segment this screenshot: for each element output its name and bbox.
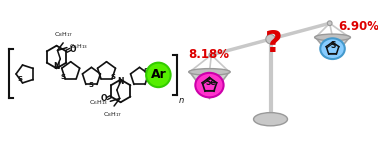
Ellipse shape [195, 73, 224, 97]
Text: $\mathsf{C_8H_{17}}$: $\mathsf{C_8H_{17}}$ [104, 110, 123, 119]
Text: S: S [89, 82, 94, 88]
Text: O: O [101, 94, 107, 103]
Circle shape [266, 34, 275, 44]
Text: n: n [179, 96, 184, 105]
Circle shape [327, 21, 332, 26]
Text: S: S [144, 68, 149, 74]
Text: 8.18%: 8.18% [188, 48, 229, 61]
Text: O: O [70, 45, 76, 54]
Ellipse shape [320, 38, 345, 59]
Text: ?: ? [265, 29, 282, 58]
Text: $\mathsf{C_6H_{13}}$: $\mathsf{C_6H_{13}}$ [69, 42, 88, 51]
Text: $\mathsf{C_8H_{17}}$: $\mathsf{C_8H_{17}}$ [54, 30, 74, 39]
Circle shape [209, 53, 214, 57]
Ellipse shape [314, 34, 350, 41]
Ellipse shape [189, 69, 230, 75]
Ellipse shape [254, 113, 288, 126]
Text: $\mathsf{C_6H_{13}}$: $\mathsf{C_6H_{13}}$ [89, 98, 108, 107]
Text: S: S [60, 74, 66, 80]
Polygon shape [190, 72, 229, 98]
Text: N: N [53, 62, 60, 71]
Text: Se: Se [205, 78, 216, 87]
Text: Ar: Ar [150, 68, 166, 81]
Text: 6.90%: 6.90% [338, 20, 378, 33]
Text: S: S [18, 76, 23, 82]
Text: N: N [118, 77, 124, 86]
Circle shape [146, 63, 170, 87]
Text: S: S [331, 41, 336, 50]
Text: S: S [111, 74, 116, 80]
Polygon shape [316, 37, 350, 58]
